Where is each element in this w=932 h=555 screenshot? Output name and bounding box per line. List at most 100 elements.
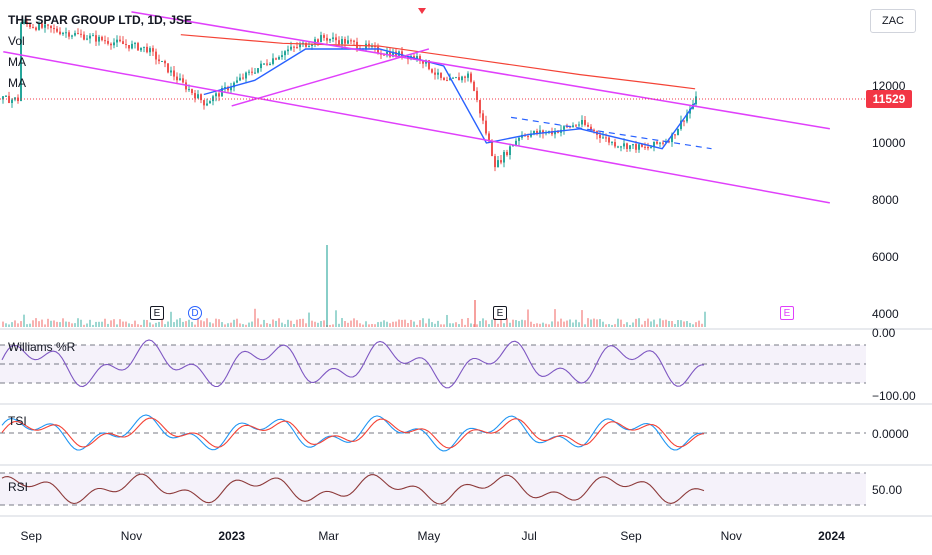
- candle-body: [695, 96, 697, 105]
- candle-body: [527, 136, 529, 138]
- volume-bar: [107, 323, 109, 327]
- candle-body: [368, 43, 370, 47]
- candle-body: [491, 141, 493, 157]
- symbol-title[interactable]: THE SPAR GROUP LTD, 1D, JSE: [8, 13, 193, 27]
- candle-body: [149, 48, 151, 53]
- candle-body: [131, 43, 133, 49]
- volume-bar: [527, 309, 529, 327]
- candle-body: [602, 137, 604, 139]
- volume-bar: [596, 319, 598, 327]
- tsi-pane-label[interactable]: TSI: [8, 414, 27, 428]
- volume-bar: [557, 321, 559, 327]
- candle-body: [305, 42, 307, 47]
- volume-bar: [536, 323, 538, 327]
- candle-body: [530, 133, 532, 137]
- candle-body: [641, 144, 643, 147]
- candle-body: [509, 146, 511, 156]
- volume-bar: [146, 319, 148, 327]
- volume-bar: [176, 319, 178, 327]
- candle-body: [488, 133, 490, 142]
- candle-body: [686, 113, 688, 122]
- volume-bar: [179, 318, 181, 327]
- candle-body: [620, 146, 622, 148]
- candle-body: [461, 76, 463, 81]
- volume-bar: [293, 324, 295, 327]
- candle-body: [470, 73, 472, 82]
- x-tick-label: May: [418, 529, 441, 543]
- volume-bar: [248, 322, 250, 327]
- volume-bar: [443, 324, 445, 327]
- volume-bar: [503, 323, 505, 327]
- volume-bar: [407, 323, 409, 327]
- williams-pane-label[interactable]: Williams %R: [8, 340, 76, 354]
- volume-bar: [563, 321, 565, 327]
- earnings-event-icon[interactable]: E: [150, 306, 164, 320]
- volume-bar: [449, 323, 451, 327]
- candle-body: [656, 141, 658, 144]
- volume-bar: [377, 322, 379, 327]
- candle-body: [104, 40, 106, 42]
- candle-body: [650, 147, 652, 149]
- volume-bar: [110, 320, 112, 327]
- volume-bar: [614, 324, 616, 327]
- candle-body: [251, 71, 253, 73]
- volume-bar: [401, 319, 403, 327]
- x-tick-label: Mar: [318, 529, 339, 543]
- candle-body: [74, 33, 76, 36]
- candle-body: [83, 34, 85, 40]
- candle-body: [29, 24, 31, 28]
- candle-body: [98, 36, 100, 42]
- volume-bar: [644, 320, 646, 327]
- volume-bar: [17, 323, 19, 327]
- x-tick-label: Sep: [21, 529, 43, 543]
- volume-bar: [701, 323, 703, 327]
- candle-body: [647, 146, 649, 149]
- candle-body: [173, 70, 175, 77]
- candle-body: [269, 63, 271, 65]
- candle-body: [659, 142, 661, 144]
- volume-bar: [578, 322, 580, 327]
- ma-fast-line: [203, 48, 696, 150]
- volume-bar: [500, 319, 502, 327]
- candle-body: [23, 21, 25, 24]
- rsi-tick: 50.00: [872, 483, 903, 497]
- candle-body: [41, 23, 43, 28]
- volume-bar: [620, 319, 622, 327]
- volume-bar: [587, 318, 589, 327]
- volume-bar: [593, 318, 595, 327]
- volume-bar: [314, 321, 316, 327]
- volume-bar: [113, 319, 115, 327]
- volume-bar: [374, 324, 376, 327]
- currency-selector[interactable]: ZAC: [870, 9, 916, 33]
- volume-bar: [164, 324, 166, 327]
- volume-bar: [560, 318, 562, 327]
- candle-body: [128, 44, 130, 49]
- rsi-pane-label[interactable]: RSI: [8, 480, 29, 494]
- earnings-event-icon[interactable]: E: [493, 306, 507, 320]
- volume-bar: [581, 310, 583, 327]
- volume-bar: [506, 318, 508, 327]
- candle-body: [209, 101, 211, 104]
- candle-body: [182, 78, 184, 83]
- indicator-ma-label[interactable]: MA: [8, 76, 26, 90]
- candle-body: [506, 151, 508, 156]
- candle-body: [386, 51, 388, 56]
- dividend-event-icon[interactable]: D: [188, 306, 202, 320]
- volume-bar: [572, 322, 574, 327]
- candle-body: [614, 142, 616, 147]
- volume-bar: [530, 321, 532, 327]
- candle-body: [671, 134, 673, 143]
- indicator-ma-label[interactable]: MA: [8, 55, 26, 69]
- indicator-volume-label[interactable]: Vol: [8, 34, 25, 48]
- volume-bar: [410, 319, 412, 327]
- candle-body: [371, 46, 373, 48]
- volume-bar: [392, 321, 394, 327]
- volume-bar: [254, 308, 256, 327]
- candle-body: [335, 37, 337, 41]
- candle-body: [431, 69, 433, 73]
- upcoming-earnings-event-icon[interactable]: E: [780, 306, 794, 320]
- trendline: [131, 11, 830, 130]
- volume-bar: [440, 324, 442, 327]
